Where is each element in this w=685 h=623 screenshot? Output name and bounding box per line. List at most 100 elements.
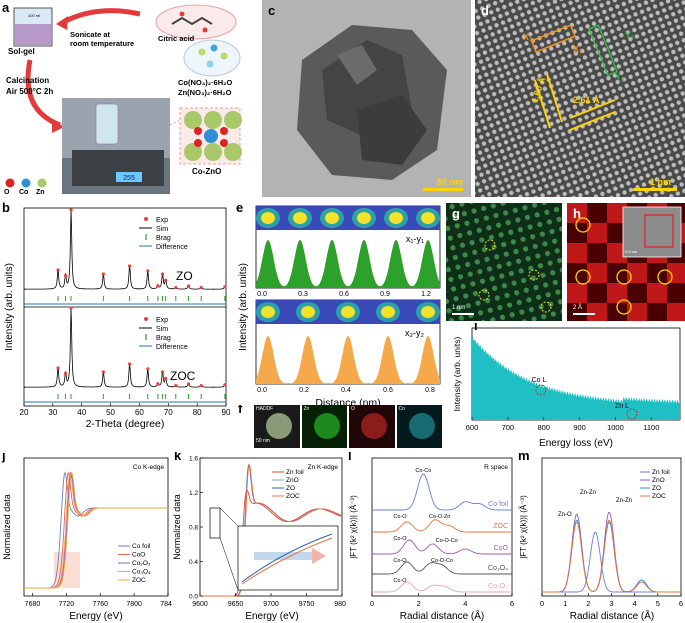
sample-label-zo: ZO: [176, 269, 193, 283]
air-label: Air 500°C 2h: [6, 87, 54, 96]
rspace-curve: [542, 531, 681, 593]
legend-difference: Difference: [156, 244, 188, 251]
rspace-curve: [372, 519, 512, 533]
scale-bar: [423, 188, 463, 191]
panel-f-eds-maps: HADDF Zn O Co f 50 nm: [234, 405, 446, 448]
panel-b-xrd: Exp Sim Brag Difference Exp Sim Brag Dif…: [0, 202, 232, 430]
annotation: Co-O-Zn: [429, 514, 450, 520]
panel-label: d: [481, 3, 489, 18]
grid-cell: [647, 283, 667, 303]
x-axis-label: Energy (eV): [69, 611, 122, 622]
x-axis-label: Energy (eV): [245, 611, 298, 622]
exp-marker: [69, 208, 73, 212]
exp-marker: [146, 367, 150, 371]
tick-label: 900: [573, 423, 586, 432]
co-atom-marker: [540, 301, 552, 313]
panel-label: e: [236, 202, 244, 215]
x-axis-label: Radial distance (Å): [570, 609, 654, 622]
rspace-curve: [372, 561, 512, 575]
exp-marker: [174, 384, 178, 388]
grid-cell: [607, 223, 627, 243]
panel-e-line-profiles: 0.0 0.3 0.6 0.9 1.2 0.0 0.2 0.4 0.6 0.8 x₁-y₁ x₂-…: [234, 202, 446, 430]
tick-label: 7720: [59, 601, 75, 608]
zn-map: Zn: [301, 405, 347, 448]
legend-sim: Sim: [156, 226, 168, 233]
tick-label: 0.6: [339, 291, 349, 298]
legend-sim: Sim: [156, 326, 168, 333]
exp-marker: [146, 269, 150, 273]
atom-column-core: [389, 212, 403, 224]
zn-ion-icon: [220, 52, 228, 60]
panel-d-hrtem-image: d 1.60 Å 2.61 Å X₁ X₂ Y₁ Y₂ 1 nm: [475, 0, 685, 197]
exp-marker: [186, 382, 191, 386]
legend-difference: Difference: [156, 344, 188, 351]
legend-label: Zn foil: [652, 469, 670, 476]
oxygen-atom-icon: [179, 11, 185, 17]
map-label: O: [351, 406, 355, 412]
tick-label: 70: [164, 408, 173, 417]
tick-label: 0.3: [298, 291, 308, 298]
legend-label: ZnO: [652, 477, 665, 484]
tick-label: 800: [537, 423, 550, 432]
map-label: HADDF: [256, 406, 274, 412]
xrd-plot: Exp Sim Brag Difference Exp Sim Brag Dif…: [4, 207, 231, 430]
intensity-profile: [256, 240, 440, 288]
plot-title: Zn K-edge: [308, 464, 339, 471]
spectrum-curve: [24, 471, 168, 589]
beaker-volume: 100 ml: [28, 13, 41, 18]
legend-o: O: [4, 189, 10, 196]
grid-cell: [607, 283, 627, 303]
scale-bar: [452, 313, 474, 315]
tick-label: 1000: [607, 423, 624, 432]
sample-label-zoc: ZOC: [170, 369, 196, 383]
tick-label: 3: [609, 599, 613, 608]
tick-label: 1: [563, 599, 567, 608]
tick-label: 0: [540, 599, 544, 608]
x1-label: X₁: [523, 32, 533, 42]
y1-label: Y₁: [625, 30, 635, 40]
rspace-curve: [372, 473, 512, 511]
annotation: Co-O-Co: [431, 558, 453, 564]
co-map: Co: [396, 405, 442, 448]
tick-label: 0.6: [383, 387, 393, 394]
legend-exp: Exp: [156, 317, 168, 324]
tick-label: 1.2: [421, 291, 431, 298]
legend-zn: Zn: [36, 189, 45, 196]
sol-gel-label: Sol-gel: [8, 47, 35, 56]
atom-marker: [616, 299, 632, 315]
annotation: Co-O-Co: [436, 538, 458, 544]
scale-bar-label: 2 Å: [573, 305, 583, 311]
rspace-curve: [542, 519, 681, 593]
exp-marker: [128, 264, 132, 268]
stem-image: [446, 203, 562, 321]
panel-label: g: [452, 206, 460, 221]
legend-brag: Brag: [156, 335, 171, 342]
zoom-box: [209, 507, 221, 539]
grid-cell: [607, 263, 627, 283]
panel-label: b: [2, 202, 10, 215]
co-ion-icon: [210, 44, 218, 52]
y-axis-label: Intensity (arb. units): [4, 263, 15, 351]
crystal-model: [184, 111, 242, 161]
legend-label: Co₂O₃: [132, 560, 151, 567]
y-axis-label: |FT (k² χ(k))| (Å⁻³): [519, 495, 528, 559]
y-axis-label: Intensity (arb. units): [238, 263, 249, 351]
exp-marker: [156, 382, 160, 386]
tick-label: 6: [679, 599, 683, 608]
grid-cell: [627, 263, 647, 283]
atom-marker: [616, 269, 632, 285]
co-salt-label: Co(NO₃)₂·6H₂O: [178, 78, 233, 87]
panel-label: c: [268, 3, 276, 18]
legend-label: ZnO: [286, 477, 299, 484]
plot-frame: [23, 457, 169, 597]
scale-bar: [633, 188, 677, 191]
grid-cell: [627, 283, 647, 303]
y2-label: Y₂: [615, 72, 626, 82]
co-atom-marker: [528, 269, 540, 281]
plot-title: R space: [484, 464, 508, 471]
grid-cell: [587, 223, 607, 243]
exp-legend-marker: [144, 317, 148, 321]
tick-label: 5: [656, 599, 660, 608]
annotation: Co-O: [393, 578, 407, 584]
